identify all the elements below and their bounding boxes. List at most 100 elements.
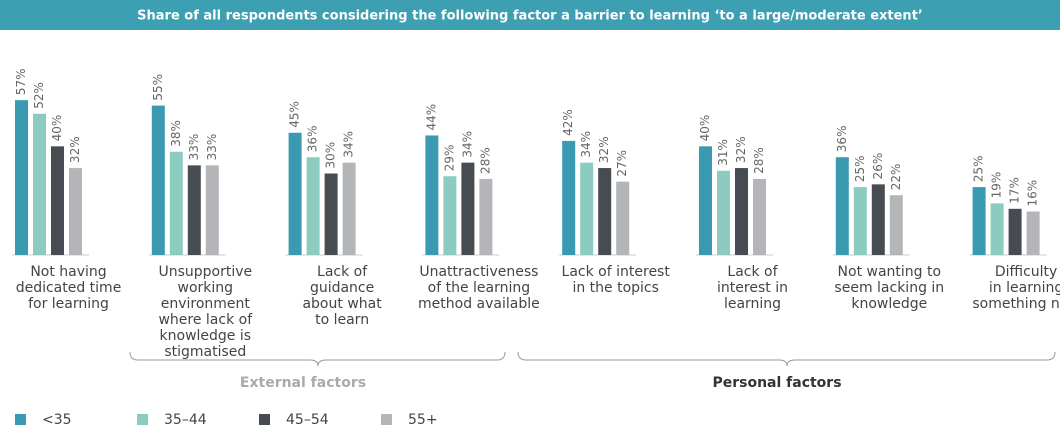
bar — [342, 162, 356, 255]
legend-label: 35–44 — [164, 412, 207, 427]
x-tick-label: Not having dedicated time for learning — [16, 264, 122, 312]
bar — [717, 170, 730, 255]
bar — [990, 203, 1004, 255]
data-label: 57% — [14, 68, 28, 95]
legend-swatch — [137, 414, 148, 425]
data-label: 45% — [288, 101, 302, 128]
data-label: 22% — [889, 164, 903, 191]
x-tick-label-line: in the topics — [572, 280, 658, 296]
x-tick-label: Lack of guidance about what to learn — [302, 264, 382, 328]
bar — [972, 187, 986, 255]
data-label: 34% — [460, 131, 474, 158]
bracket — [517, 351, 1056, 367]
x-tick-label-line: method available — [418, 296, 540, 312]
bar — [461, 162, 475, 255]
bar — [853, 187, 867, 255]
x-tick-label: Lack of interest in learning — [717, 264, 788, 312]
x-tick-label-line: Not having — [30, 264, 106, 280]
x-tick-label-line: in learning — [989, 280, 1060, 296]
data-label: 26% — [871, 153, 885, 180]
data-label: 44% — [424, 104, 438, 131]
x-tick-label-line: knowledge is — [160, 328, 252, 344]
chart-title: Share of all respondents considering the… — [137, 9, 923, 24]
x-tick-label-line: to learn — [315, 312, 369, 328]
bar — [889, 195, 903, 255]
group-label: Personal factors — [712, 375, 841, 391]
data-label: 28% — [478, 147, 492, 174]
data-label: 25% — [853, 155, 867, 182]
x-tick-label-line: Difficulty — [995, 264, 1057, 280]
bar — [580, 162, 594, 255]
bar — [69, 168, 82, 255]
data-label: 17% — [1008, 177, 1022, 204]
data-label: 25% — [972, 155, 986, 182]
data-label: 29% — [442, 145, 456, 172]
x-tick-label-line: guidance — [310, 280, 374, 296]
data-label: 55% — [151, 74, 165, 101]
data-label: 27% — [615, 150, 629, 177]
data-label: 34% — [342, 131, 356, 158]
bar — [1026, 211, 1040, 255]
data-label: 32% — [597, 136, 611, 163]
data-label: 32% — [68, 136, 82, 163]
x-tick-label-line: dedicated time — [16, 280, 122, 296]
x-tick-label-line: where lack of — [158, 312, 253, 328]
x-tick-label: Not wanting to seem lacking in knowledge — [834, 264, 944, 312]
bar — [835, 157, 849, 255]
data-label: 36% — [835, 126, 849, 153]
bar — [443, 176, 457, 255]
x-tick-label-line: Not wanting to — [838, 264, 942, 280]
data-label: 28% — [752, 147, 766, 174]
legend-label: 55+ — [408, 412, 438, 427]
x-tick-label: Unattractiveness of the learning method av… — [418, 264, 540, 312]
bar — [753, 178, 766, 255]
legend-label: 45–54 — [286, 412, 329, 427]
legend-label: <35 — [42, 412, 72, 427]
bar — [51, 146, 64, 255]
bar — [616, 181, 630, 255]
x-tick-label-line: of the learning — [428, 280, 530, 296]
bar — [871, 184, 885, 255]
data-label: 38% — [169, 120, 183, 147]
bar — [699, 146, 712, 255]
x-tick-label-line: seem lacking in — [834, 280, 944, 296]
x-tick-label-line: learning — [724, 296, 781, 312]
bar — [1008, 208, 1022, 255]
data-label: 32% — [734, 136, 748, 163]
x-tick-label-line: Lack of — [727, 264, 778, 280]
x-tick-label-line: Unattractiveness — [419, 264, 538, 280]
data-label: 40% — [50, 115, 64, 142]
x-tick-label-line: Unsupportive — [158, 264, 252, 280]
x-tick-label-line: Lack of interest — [562, 264, 671, 280]
data-label: 52% — [32, 82, 46, 109]
data-label: 42% — [561, 109, 575, 136]
bar — [205, 165, 219, 255]
bracket — [129, 351, 506, 367]
bar — [324, 173, 338, 255]
bar — [598, 168, 612, 255]
x-tick-label-line: knowledge — [851, 296, 927, 312]
data-label: 31% — [716, 139, 730, 166]
bar — [306, 157, 320, 255]
bar — [425, 135, 439, 255]
x-tick-label-line: working — [178, 280, 234, 296]
bar — [33, 113, 46, 255]
legend-swatch — [381, 414, 392, 425]
legend-swatch — [15, 414, 26, 425]
bar — [15, 100, 28, 256]
x-tick-label-line: about what — [302, 296, 382, 312]
data-label: 36% — [306, 126, 320, 153]
x-tick-label: Lack of interest in the topics — [562, 264, 671, 296]
bar — [479, 178, 493, 255]
data-label: 33% — [187, 134, 201, 161]
x-tick-label-line: interest in — [717, 280, 788, 296]
x-tick-label-line: something new — [972, 296, 1060, 312]
x-tick-label-line: Lack of — [317, 264, 368, 280]
data-label: 40% — [698, 115, 712, 142]
data-label: 30% — [324, 142, 338, 169]
bar — [288, 132, 302, 255]
bar — [735, 168, 748, 255]
x-tick-label: Unsupportive working environment where lack… — [158, 264, 253, 360]
bar — [187, 165, 201, 255]
